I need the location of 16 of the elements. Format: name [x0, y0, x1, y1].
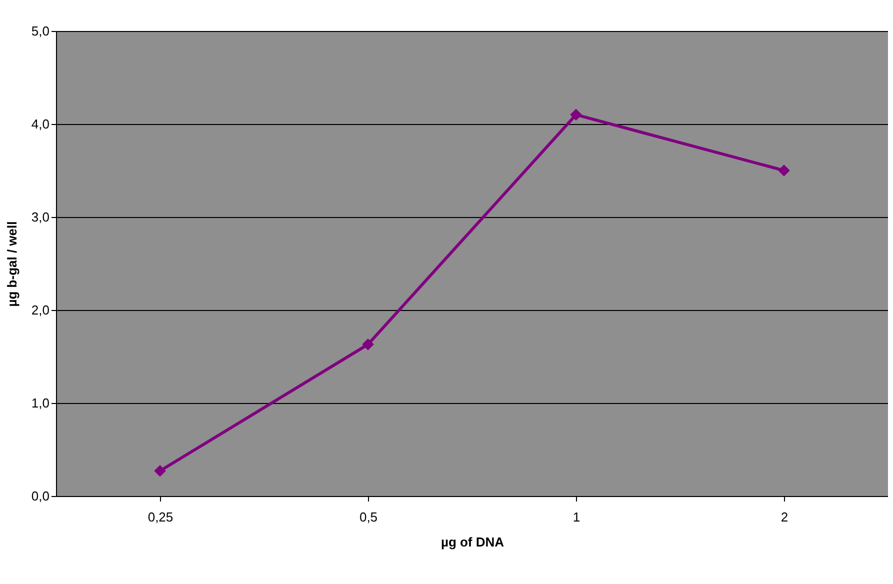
point — [362, 338, 374, 350]
x-tick-label: 1 — [572, 510, 580, 524]
y-tick-label: 3,0 — [31, 210, 50, 224]
x-axis-title: µg of DNA — [440, 534, 505, 550]
x-tick-label: 0,25 — [148, 510, 174, 524]
point — [778, 164, 790, 176]
y-tick-label: 0,0 — [31, 488, 50, 504]
x-tick-label: 2 — [780, 510, 788, 524]
y-tick-label: 1,0 — [31, 396, 50, 410]
point — [570, 108, 582, 121]
y-tick-label: 4,0 — [31, 116, 50, 132]
y-tick-label: 2,0 — [31, 302, 50, 318]
y-axis-title: µg b-gal / well — [4, 221, 20, 307]
point — [154, 464, 166, 477]
x-tick-label: 0,5 — [359, 510, 378, 524]
y-tick-label: 5,0 — [31, 24, 50, 38]
